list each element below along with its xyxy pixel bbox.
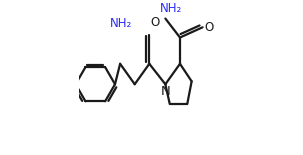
Text: O: O bbox=[205, 21, 214, 34]
Text: N: N bbox=[161, 85, 170, 98]
Text: NH₂: NH₂ bbox=[160, 2, 182, 15]
Text: O: O bbox=[151, 16, 160, 29]
Text: NH₂: NH₂ bbox=[110, 17, 132, 30]
